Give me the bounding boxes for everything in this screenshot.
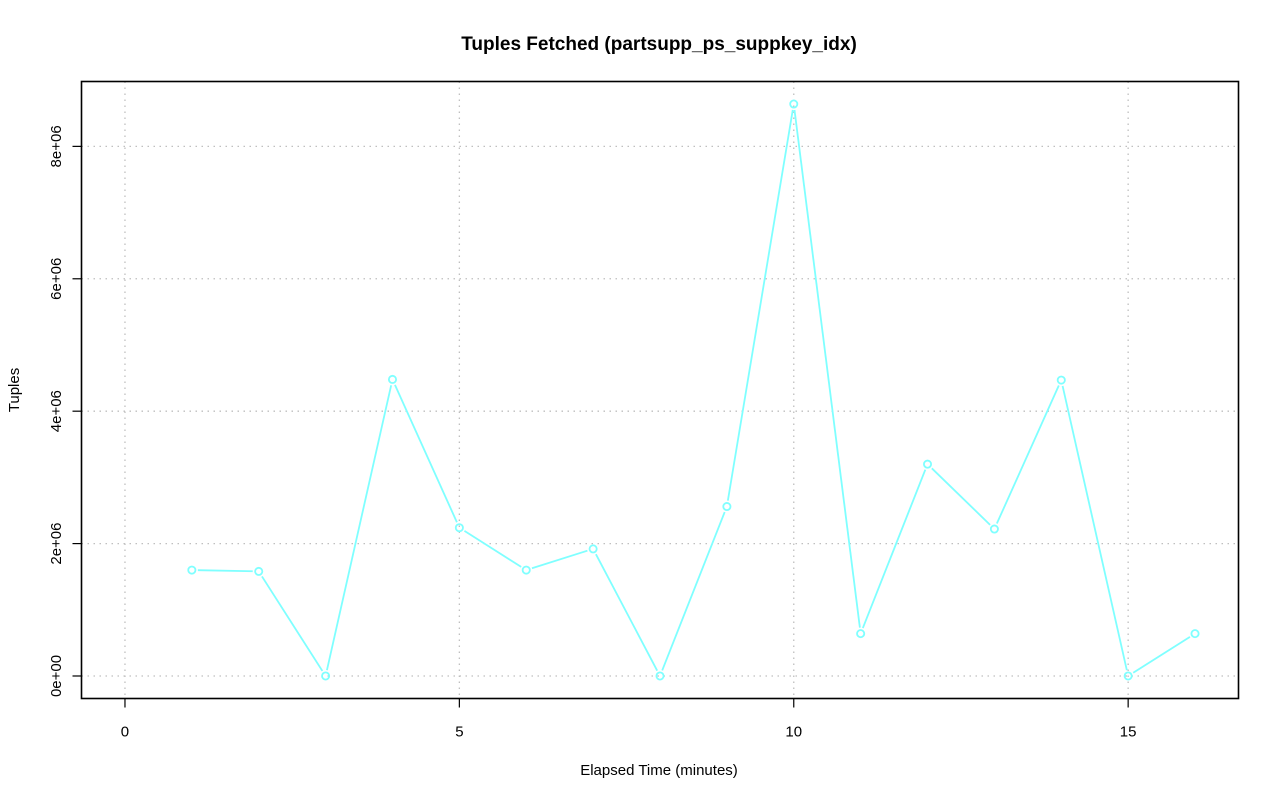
y-tick-label: 0e+00 (48, 655, 65, 697)
series-segment (197, 569, 253, 573)
x-tick-label: 10 (785, 724, 802, 741)
series-segment (793, 109, 861, 628)
chart-title: Tuples Fetched (partsupp_ps_suppkey_idx) (461, 34, 857, 55)
data-point (923, 459, 933, 469)
series-segment (661, 511, 726, 671)
x-axis-label: Elapsed Time (minutes) (580, 762, 738, 779)
x-tick-label: 0 (121, 724, 129, 741)
y-axis-label: Tuples (6, 368, 23, 412)
data-point (722, 502, 732, 512)
data-point (521, 565, 531, 575)
series-segment (1061, 385, 1128, 671)
x-tick-label: 15 (1120, 724, 1137, 741)
data-point (588, 544, 598, 554)
data-point (321, 671, 331, 681)
data-point (789, 99, 799, 109)
data-point (655, 671, 665, 681)
data-point (254, 566, 264, 576)
series-segment (996, 385, 1060, 524)
series-segment (726, 109, 794, 501)
data-point (1190, 629, 1200, 639)
series-segment (595, 553, 659, 672)
y-tick-label: 4e+06 (48, 390, 65, 432)
grid-lines (81, 81, 1239, 699)
series-segment (394, 384, 458, 523)
series-segment (862, 469, 927, 629)
series-segment (1132, 636, 1191, 674)
data-point (454, 523, 464, 533)
x-tick-label: 5 (455, 724, 463, 741)
series-segment (931, 467, 991, 526)
data-point (187, 565, 197, 575)
series-segment (326, 385, 393, 671)
series-segment (261, 575, 324, 672)
data-point (856, 629, 866, 639)
y-tick-label: 8e+06 (48, 125, 65, 167)
y-tick-label: 2e+06 (48, 523, 65, 565)
series-segment (463, 530, 522, 568)
data-point (1056, 375, 1066, 385)
y-tick-label: 6e+06 (48, 258, 65, 300)
data-point (1123, 671, 1133, 681)
y-axis: 0e+00 2e+06 4e+06 6e+06 8e+06 (48, 125, 82, 697)
series-segment (531, 549, 588, 570)
plot-frame (80, 80, 1240, 700)
data-series (187, 99, 1200, 681)
x-axis: 0 5 10 15 (121, 698, 1137, 741)
data-point (387, 374, 397, 384)
data-point (989, 524, 999, 534)
